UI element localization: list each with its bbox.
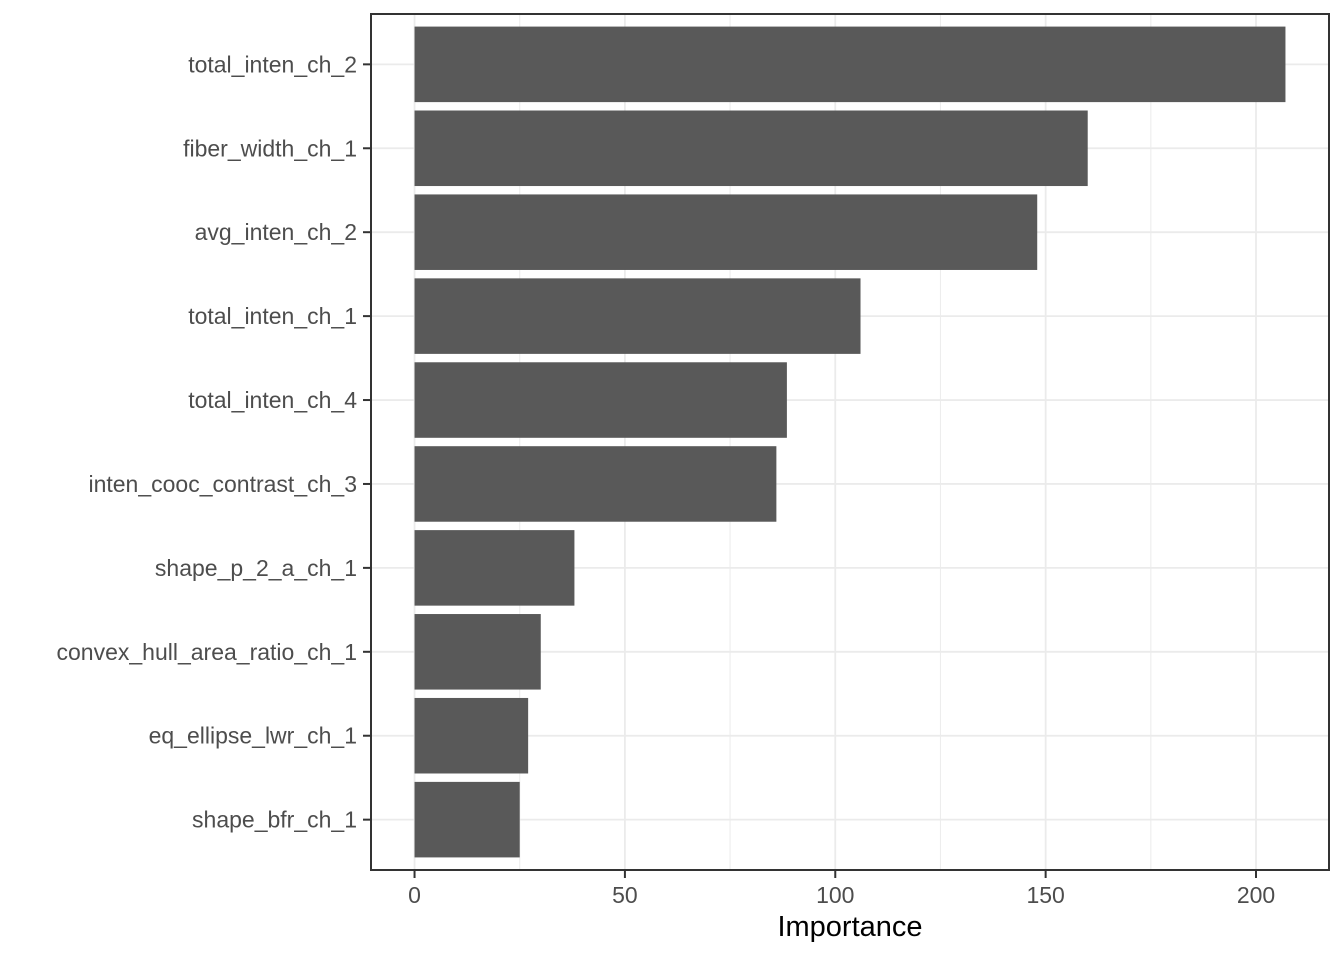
y-tick-label-total_inten_ch_1: total_inten_ch_1 (188, 303, 357, 329)
bar-avg_inten_ch_2 (414, 194, 1038, 270)
y-tick-label-total_inten_ch_4: total_inten_ch_4 (188, 387, 357, 413)
axes: 0 50 100 150 200 total_inten_ch_2 fiber_width_… (57, 51, 1276, 908)
x-axis-title: Importance (777, 911, 922, 943)
bar-inten_cooc_contrast_ch_3 (414, 446, 777, 522)
bar-total_inten_ch_4 (414, 362, 787, 438)
y-tick-label-total_inten_ch_2: total_inten_ch_2 (188, 51, 357, 77)
bar-fiber_width_ch_1 (414, 110, 1088, 187)
y-tick-label-eq_ellipse_lwr_ch_1: eq_ellipse_lwr_ch_1 (149, 723, 357, 749)
bar-shape_p_2_a_ch_1 (414, 530, 575, 606)
y-tick-label-shape_bfr_ch_1: shape_bfr_ch_1 (192, 807, 357, 833)
bar-eq_ellipse_lwr_ch_1 (414, 697, 529, 774)
x-tick-label: 150 (1026, 882, 1064, 908)
y-tick-label-shape_p_2_a_ch_1: shape_p_2_a_ch_1 (155, 555, 357, 581)
y-tick-label-inten_cooc_contrast_ch_3: inten_cooc_contrast_ch_3 (88, 471, 357, 497)
x-tick-label: 50 (612, 882, 638, 908)
x-tick-label: 100 (816, 882, 854, 908)
x-tick-label: 200 (1237, 882, 1275, 908)
x-tick-label: 0 (408, 882, 421, 908)
plot-panel (370, 13, 1330, 871)
bar-total_inten_ch_2 (414, 26, 1286, 103)
y-tick-label-avg_inten_ch_2: avg_inten_ch_2 (195, 219, 357, 245)
bar-total_inten_ch_1 (414, 278, 861, 354)
y-tick-label-fiber_width_ch_1: fiber_width_ch_1 (183, 135, 357, 161)
bar-shape_bfr_ch_1 (414, 781, 520, 858)
panel-border (370, 13, 1330, 871)
bar-convex_hull_area_ratio_ch_1 (414, 614, 541, 690)
y-tick-label-convex_hull_area_ratio_ch_1: convex_hull_area_ratio_ch_1 (57, 639, 358, 665)
